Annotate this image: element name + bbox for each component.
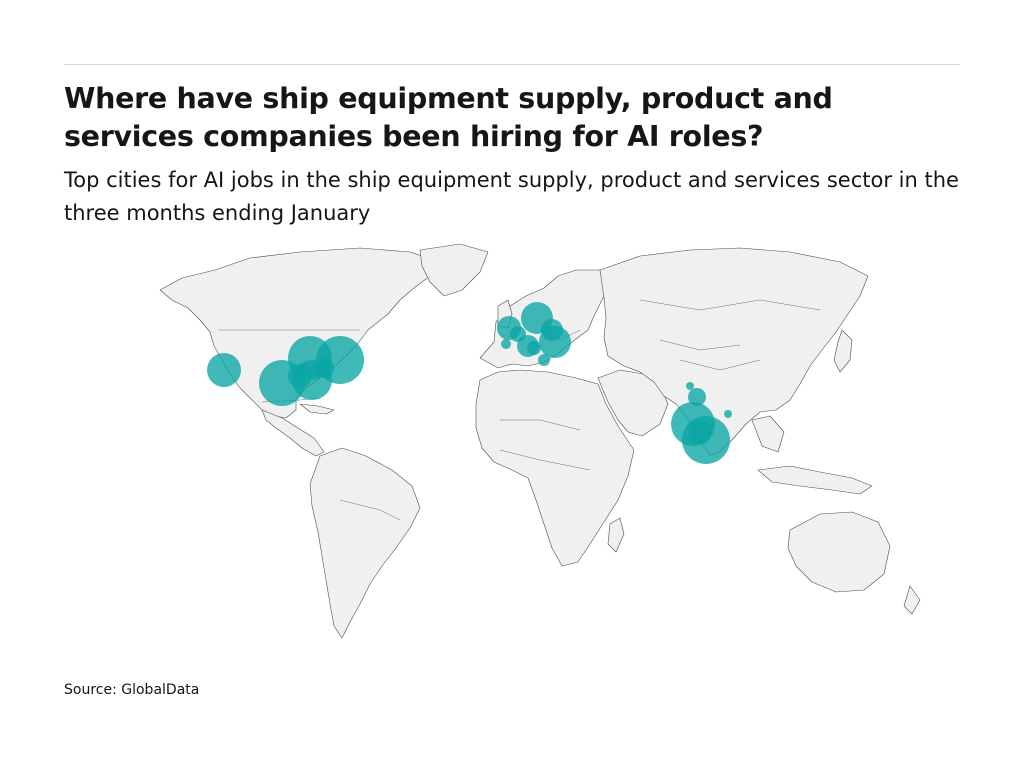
bubble-eu-benelux [510, 326, 526, 342]
land-caribbean [299, 403, 335, 415]
land-japan [833, 329, 853, 373]
bubble-in-east [724, 410, 732, 418]
land-africa [475, 369, 635, 567]
bubble-eu-italy [538, 354, 550, 366]
land-southeast-asia [751, 415, 785, 453]
land-central-america [261, 409, 325, 457]
top-divider [64, 64, 960, 65]
land-australia [787, 511, 891, 593]
chart-subtitle: Top cities for AI jobs in the ship equip… [64, 168, 959, 225]
land-greenland [419, 243, 489, 297]
land-south-america [309, 447, 421, 639]
land-new-zealand [903, 585, 921, 615]
bubble-in-mid [688, 420, 712, 444]
bubble-us-b [314, 358, 334, 378]
source-note: Source: GlobalData [64, 682, 200, 698]
bubble-eu-germany [541, 319, 563, 341]
land-asia [599, 247, 869, 457]
world-bubble-map [159, 243, 921, 639]
bubbles [207, 302, 732, 464]
land-masses [159, 243, 921, 639]
land-indonesia [757, 465, 873, 495]
bubble-eu-small-2 [527, 341, 541, 355]
chart-title: Where have ship equipment supply, produc… [64, 82, 833, 153]
bubble-in-north [686, 382, 694, 390]
bubble-us-west [207, 353, 241, 387]
bubble-in-central [688, 388, 706, 406]
land-middle-east [597, 369, 669, 437]
bubble-us-a [288, 364, 312, 388]
land-madagascar [607, 517, 625, 553]
bubble-eu-small-1 [501, 339, 511, 349]
